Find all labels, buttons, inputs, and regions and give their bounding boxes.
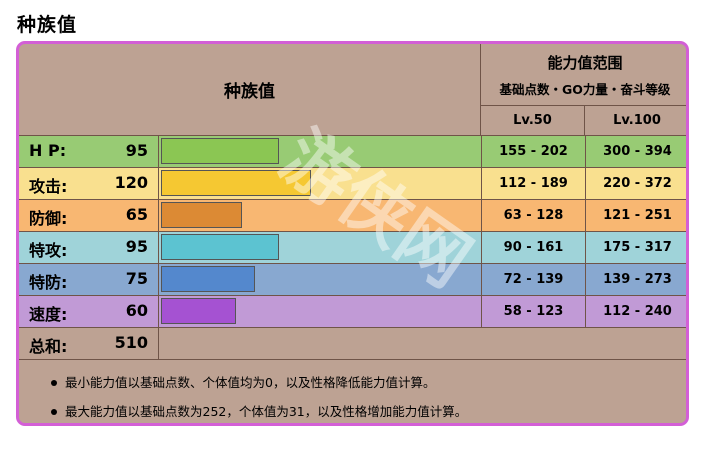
stat-bar bbox=[161, 202, 242, 228]
total-row: 总和: 510 bbox=[19, 328, 686, 360]
range-header-title: 能力值范围 bbox=[547, 54, 623, 72]
level-50-header: Lv.50 bbox=[481, 106, 585, 136]
note-min: 最小能力值以基础点数、个体值均为0，以及性格降低能力值计算。 bbox=[51, 372, 435, 391]
table-header-title: 种族值 bbox=[19, 44, 481, 136]
stat-row: H P: 95 155 - 202 300 - 394 bbox=[19, 136, 686, 168]
stat-range-lv100: 300 - 394 bbox=[585, 136, 686, 167]
stat-bar bbox=[161, 138, 279, 164]
total-value: 510 bbox=[114, 333, 148, 352]
base-stats-table: 种族值 能力值范围 基础点数・GO力量・奋斗等级 Lv.50 Lv.100 H … bbox=[16, 41, 689, 426]
stat-row: 特防: 75 72 - 139 139 - 273 bbox=[19, 264, 686, 296]
stat-bar bbox=[161, 234, 279, 260]
stat-range-lv50: 58 - 123 bbox=[481, 296, 585, 327]
stat-value: 75 bbox=[125, 269, 148, 288]
stat-range-lv50: 63 - 128 bbox=[481, 200, 585, 231]
stat-label-cell: 攻击: 120 bbox=[19, 168, 159, 199]
stat-bar bbox=[161, 170, 311, 196]
stat-range-lv100: 175 - 317 bbox=[585, 232, 686, 263]
stat-name: 攻击: bbox=[29, 177, 68, 196]
stat-name: 特防: bbox=[29, 273, 68, 292]
stat-range-lv50: 155 - 202 bbox=[481, 136, 585, 167]
stat-value: 65 bbox=[125, 205, 148, 224]
stat-range-lv100: 121 - 251 bbox=[585, 200, 686, 231]
range-header: 能力值范围 基础点数・GO力量・奋斗等级 bbox=[481, 44, 686, 106]
range-header-subtitle: 基础点数・GO力量・奋斗等级 bbox=[499, 82, 671, 97]
stat-name: 特攻: bbox=[29, 241, 68, 260]
stat-value: 95 bbox=[125, 141, 148, 160]
stat-label-cell: 防御: 65 bbox=[19, 200, 159, 231]
stat-range-lv100: 139 - 273 bbox=[585, 264, 686, 295]
total-name: 总和: bbox=[29, 337, 68, 356]
stat-value: 95 bbox=[125, 237, 148, 256]
stat-row: 速度: 60 58 - 123 112 - 240 bbox=[19, 296, 686, 328]
page-title: 种族值 bbox=[17, 14, 78, 36]
bullet-icon bbox=[51, 408, 57, 415]
stat-range-lv50: 90 - 161 bbox=[481, 232, 585, 263]
stat-value: 120 bbox=[114, 173, 148, 192]
stat-range-lv50: 112 - 189 bbox=[481, 168, 585, 199]
bullet-icon bbox=[51, 379, 57, 386]
stat-name: 防御: bbox=[29, 209, 68, 228]
stat-name: H P: bbox=[29, 141, 67, 160]
stat-range-lv100: 112 - 240 bbox=[585, 296, 686, 327]
note-max-text: 最大能力值以基础点数为252，个体值为31，以及性格增加能力值计算。 bbox=[65, 404, 468, 419]
stat-row: 防御: 65 63 - 128 121 - 251 bbox=[19, 200, 686, 232]
stat-range-lv100: 220 - 372 bbox=[585, 168, 686, 199]
stat-row: 攻击: 120 112 - 189 220 - 372 bbox=[19, 168, 686, 200]
stat-value: 60 bbox=[125, 301, 148, 320]
stat-bar bbox=[161, 266, 255, 292]
stat-label-cell: 速度: 60 bbox=[19, 296, 159, 327]
note-max: 最大能力值以基础点数为252，个体值为31，以及性格增加能力值计算。 bbox=[51, 401, 467, 420]
stat-bar bbox=[161, 298, 236, 324]
note-min-text: 最小能力值以基础点数、个体值均为0，以及性格降低能力值计算。 bbox=[65, 375, 436, 390]
stat-label-cell: 特防: 75 bbox=[19, 264, 159, 295]
stat-label-cell: 特攻: 95 bbox=[19, 232, 159, 263]
level-100-header: Lv.100 bbox=[585, 106, 686, 136]
stat-range-lv50: 72 - 139 bbox=[481, 264, 585, 295]
stat-name: 速度: bbox=[29, 305, 68, 324]
stat-row: 特攻: 95 90 - 161 175 - 317 bbox=[19, 232, 686, 264]
total-label-cell: 总和: 510 bbox=[19, 328, 159, 359]
stat-label-cell: H P: 95 bbox=[19, 136, 159, 167]
